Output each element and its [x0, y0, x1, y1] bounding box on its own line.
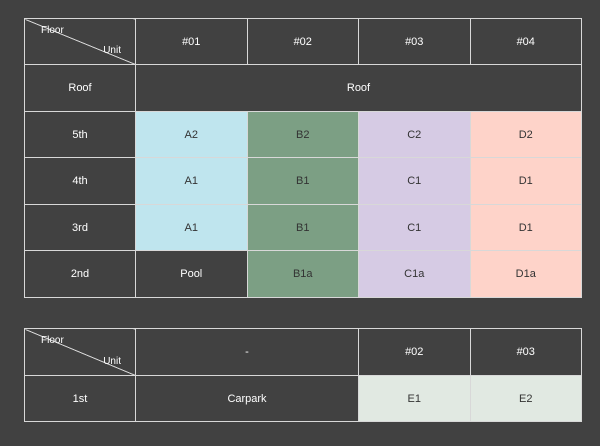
column-header-03: #03: [358, 18, 471, 65]
header-row: Floor Unit #01 #02 #03 #04: [24, 18, 582, 65]
lower-floor-plan-table: Floor Unit - #02 #03 1st Carpark E1 E2: [24, 328, 582, 422]
header-row: Floor Unit - #02 #03: [24, 328, 582, 376]
floor-label-3rd: 3rd: [24, 204, 136, 251]
floor-label-2nd: 2nd: [24, 250, 136, 298]
unit-axis-label: Unit: [103, 356, 121, 367]
floor-row-5th: 5th A2 B2 C2 D2: [24, 111, 582, 158]
floor-label-1st: 1st: [24, 375, 136, 422]
unit-cell-d1a: D1a: [469, 250, 582, 298]
pool-cell: Pool: [135, 250, 248, 298]
unit-cell-e1: E1: [358, 375, 471, 422]
unit-cell-c2: C2: [358, 111, 471, 158]
corner-cell: Floor Unit: [24, 18, 136, 65]
floor-axis-label: Floor: [41, 25, 64, 36]
unit-cell-c1: C1: [358, 157, 471, 205]
roof-row: Roof Roof: [24, 64, 582, 112]
unit-cell-a1: A1: [135, 157, 248, 205]
unit-cell-a2: A2: [135, 111, 248, 158]
unit-cell-b1a: B1a: [246, 250, 359, 298]
floor-row-1st: 1st Carpark E1 E2: [24, 375, 582, 422]
unit-cell-c1: C1: [358, 204, 471, 251]
floor-row-4th: 4th A1 B1 C1 D1: [24, 157, 582, 205]
column-header-01: #01: [135, 18, 248, 65]
column-header-02: #02: [358, 328, 471, 376]
column-header-dash: -: [135, 328, 359, 376]
unit-axis-label: Unit: [103, 45, 121, 56]
carpark-cell: Carpark: [135, 375, 359, 422]
column-header-02: #02: [246, 18, 359, 65]
unit-cell-e2: E2: [469, 375, 582, 422]
unit-cell-d2: D2: [469, 111, 582, 158]
unit-cell-b1: B1: [246, 157, 359, 205]
unit-cell-c1a: C1a: [358, 250, 471, 298]
floor-label-4th: 4th: [24, 157, 136, 205]
floor-row-3rd: 3rd A1 B1 C1 D1: [24, 204, 582, 251]
floor-label-5th: 5th: [24, 111, 136, 158]
column-header-04: #04: [469, 18, 582, 65]
corner-cell: Floor Unit: [24, 328, 136, 376]
floor-row-2nd: 2nd Pool B1a C1a D1a: [24, 250, 582, 298]
unit-cell-a1: A1: [135, 204, 248, 251]
roof-cell: Roof: [135, 64, 582, 112]
floor-label-roof: Roof: [24, 64, 136, 112]
column-header-03: #03: [469, 328, 582, 376]
unit-cell-d1: D1: [469, 157, 582, 205]
unit-cell-d1: D1: [469, 204, 582, 251]
upper-floor-plan-table: Floor Unit #01 #02 #03 #04 Roof Roof 5th…: [24, 18, 582, 298]
unit-cell-b2: B2: [246, 111, 359, 158]
unit-cell-b1: B1: [246, 204, 359, 251]
floor-axis-label: Floor: [41, 335, 64, 346]
